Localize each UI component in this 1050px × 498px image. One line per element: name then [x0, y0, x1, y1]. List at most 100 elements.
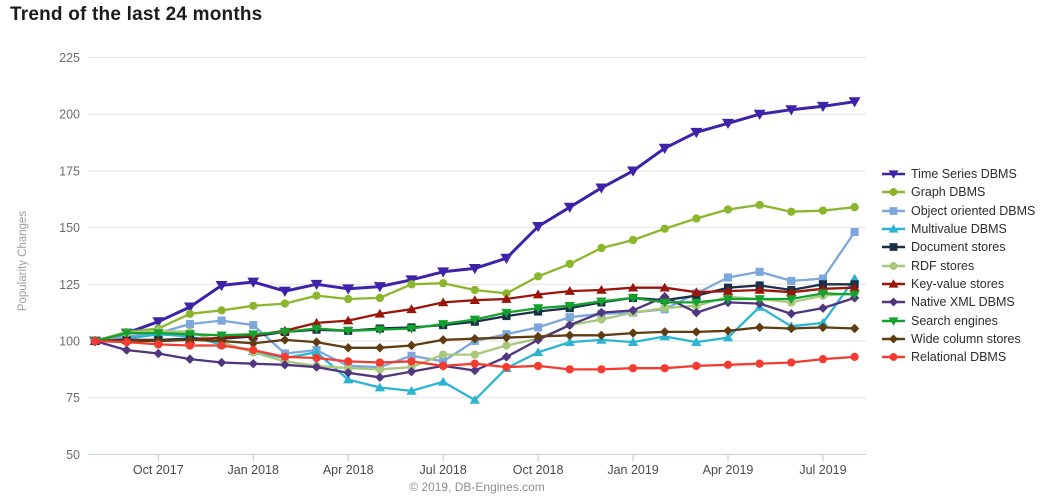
data-point-native-xml-dbms	[470, 365, 480, 376]
data-point-native-xml-dbms	[786, 309, 797, 319]
data-point-wide-column-stores	[786, 323, 797, 334]
data-point-wide-column-stores	[659, 327, 670, 337]
legend-item-graph-dbms[interactable]: Graph DBMS	[881, 183, 1049, 201]
data-point-relational-dbms	[597, 365, 606, 374]
data-point-time-series-dbms	[690, 127, 703, 139]
y-tick-label: 75	[66, 391, 80, 405]
data-point-search-engines	[469, 315, 480, 325]
data-point-native-xml-dbms	[185, 354, 195, 364]
data-point-rdf-stores	[660, 303, 669, 313]
data-point-wide-column-stores	[248, 338, 258, 348]
data-point-time-series-dbms	[753, 109, 766, 120]
data-point-wide-column-stores	[280, 335, 290, 345]
data-point-rdf-stores	[439, 350, 448, 359]
legend-item-search-engines[interactable]: Search engines	[881, 311, 1049, 329]
data-point-wide-column-stores	[185, 335, 195, 345]
x-tick-label: Apr 2019	[703, 463, 754, 477]
data-point-relational-dbms	[280, 352, 290, 362]
data-point-search-engines	[532, 304, 544, 314]
legend-item-object-oriented-dbms[interactable]: Object oriented DBMS	[881, 202, 1049, 220]
data-point-time-series-dbms	[627, 166, 640, 177]
x-tick-label: Oct 2018	[513, 463, 564, 477]
chart-legend: Time Series DBMS Graph DBMS Object oriente…	[881, 165, 1049, 366]
series-relational-dbms	[90, 336, 859, 374]
x-tick-label: Jan 2018	[228, 463, 279, 477]
data-point-relational-dbms	[723, 360, 733, 369]
data-point-graph-dbms	[344, 294, 353, 304]
data-point-time-series-dbms	[437, 267, 450, 278]
y-tick-label: 125	[59, 278, 80, 292]
legend-item-multivalue-dbms[interactable]: Multivalue DBMS	[881, 220, 1049, 238]
data-point-key-value-stores	[374, 308, 386, 318]
data-point-multivalue-dbms	[343, 374, 354, 384]
data-point-native-xml-dbms	[565, 320, 575, 330]
data-point-native-xml-dbms	[406, 366, 417, 377]
data-point-graph-dbms	[217, 306, 226, 315]
data-point-key-value-stores	[501, 294, 512, 303]
data-point-native-xml-dbms	[311, 362, 322, 372]
data-point-search-engines	[121, 329, 132, 339]
data-point-key-value-stores	[722, 286, 734, 295]
legend-item-rdf-stores[interactable]: RDF stores	[881, 256, 1049, 274]
data-point-relational-dbms	[850, 352, 859, 362]
data-point-wide-column-stores	[849, 323, 860, 334]
x-tick-label: Jan 2019	[607, 463, 658, 477]
y-tick-label: 100	[59, 335, 80, 349]
data-point-relational-dbms	[628, 364, 638, 373]
data-point-native-xml-dbms	[343, 368, 353, 378]
data-point-relational-dbms	[660, 364, 669, 373]
data-point-native-xml-dbms	[248, 358, 258, 369]
data-point-wide-column-stores	[343, 343, 353, 353]
legend-label: Object oriented DBMS	[911, 203, 1036, 218]
legend-label: Relational DBMS	[911, 350, 1007, 365]
data-point-object-oriented-dbms	[217, 316, 226, 325]
data-point-graph-dbms	[692, 214, 701, 223]
data-point-wide-column-stores	[818, 322, 828, 333]
data-point-graph-dbms	[818, 206, 828, 215]
data-point-relational-dbms	[90, 336, 100, 346]
data-point-search-engines	[437, 320, 449, 329]
data-point-search-engines	[216, 331, 227, 341]
data-point-search-engines	[754, 295, 765, 304]
data-point-wide-column-stores	[596, 330, 607, 341]
legend-item-time-series-dbms[interactable]: Time Series DBMS	[881, 165, 1049, 183]
data-point-search-engines	[501, 308, 512, 318]
data-point-relational-dbms	[217, 341, 226, 350]
data-point-key-value-stores	[627, 282, 639, 292]
data-point-search-engines	[279, 328, 291, 337]
data-point-graph-dbms	[533, 272, 543, 281]
legend-item-key-value-stores[interactable]: Key-value stores	[881, 275, 1049, 293]
data-point-wide-column-stores	[470, 334, 480, 344]
legend-item-wide-column-stores[interactable]: Wide column stores	[881, 330, 1049, 348]
data-point-graph-dbms	[597, 243, 606, 253]
circle-series-icon	[882, 353, 905, 362]
data-point-key-value-stores	[311, 317, 322, 327]
triangle-up-series-icon	[882, 279, 905, 288]
data-point-native-xml-dbms	[375, 372, 385, 383]
data-point-search-engines	[564, 302, 575, 311]
data-point-graph-dbms	[407, 280, 416, 289]
data-point-multivalue-dbms	[722, 332, 734, 342]
legend-item-document-stores[interactable]: Document stores	[881, 238, 1049, 256]
data-point-search-engines	[374, 325, 386, 335]
data-point-search-engines	[817, 289, 829, 299]
data-point-key-value-stores	[343, 315, 354, 325]
data-point-wide-column-stores	[628, 328, 638, 338]
data-point-object-oriented-dbms	[723, 273, 733, 282]
legend-label: Document stores	[911, 240, 1006, 255]
series-time-series-dbms	[89, 97, 861, 347]
data-point-time-series-dbms	[373, 282, 386, 293]
legend-label: RDF stores	[911, 258, 975, 273]
data-point-time-series-dbms	[785, 105, 798, 116]
triangle-down-series-icon	[882, 316, 905, 326]
legend-item-relational-dbms[interactable]: Relational DBMS	[881, 348, 1049, 366]
data-point-native-xml-dbms	[153, 348, 164, 359]
series-line-time-series-dbms	[93, 100, 857, 343]
data-point-time-series-dbms	[848, 97, 861, 108]
legend-item-native-xml-dbms[interactable]: Native XML DBMS	[881, 293, 1049, 311]
data-point-key-value-stores	[596, 285, 607, 294]
data-point-multivalue-dbms	[691, 337, 702, 346]
data-point-relational-dbms	[818, 355, 828, 364]
data-point-rdf-stores	[597, 315, 606, 324]
